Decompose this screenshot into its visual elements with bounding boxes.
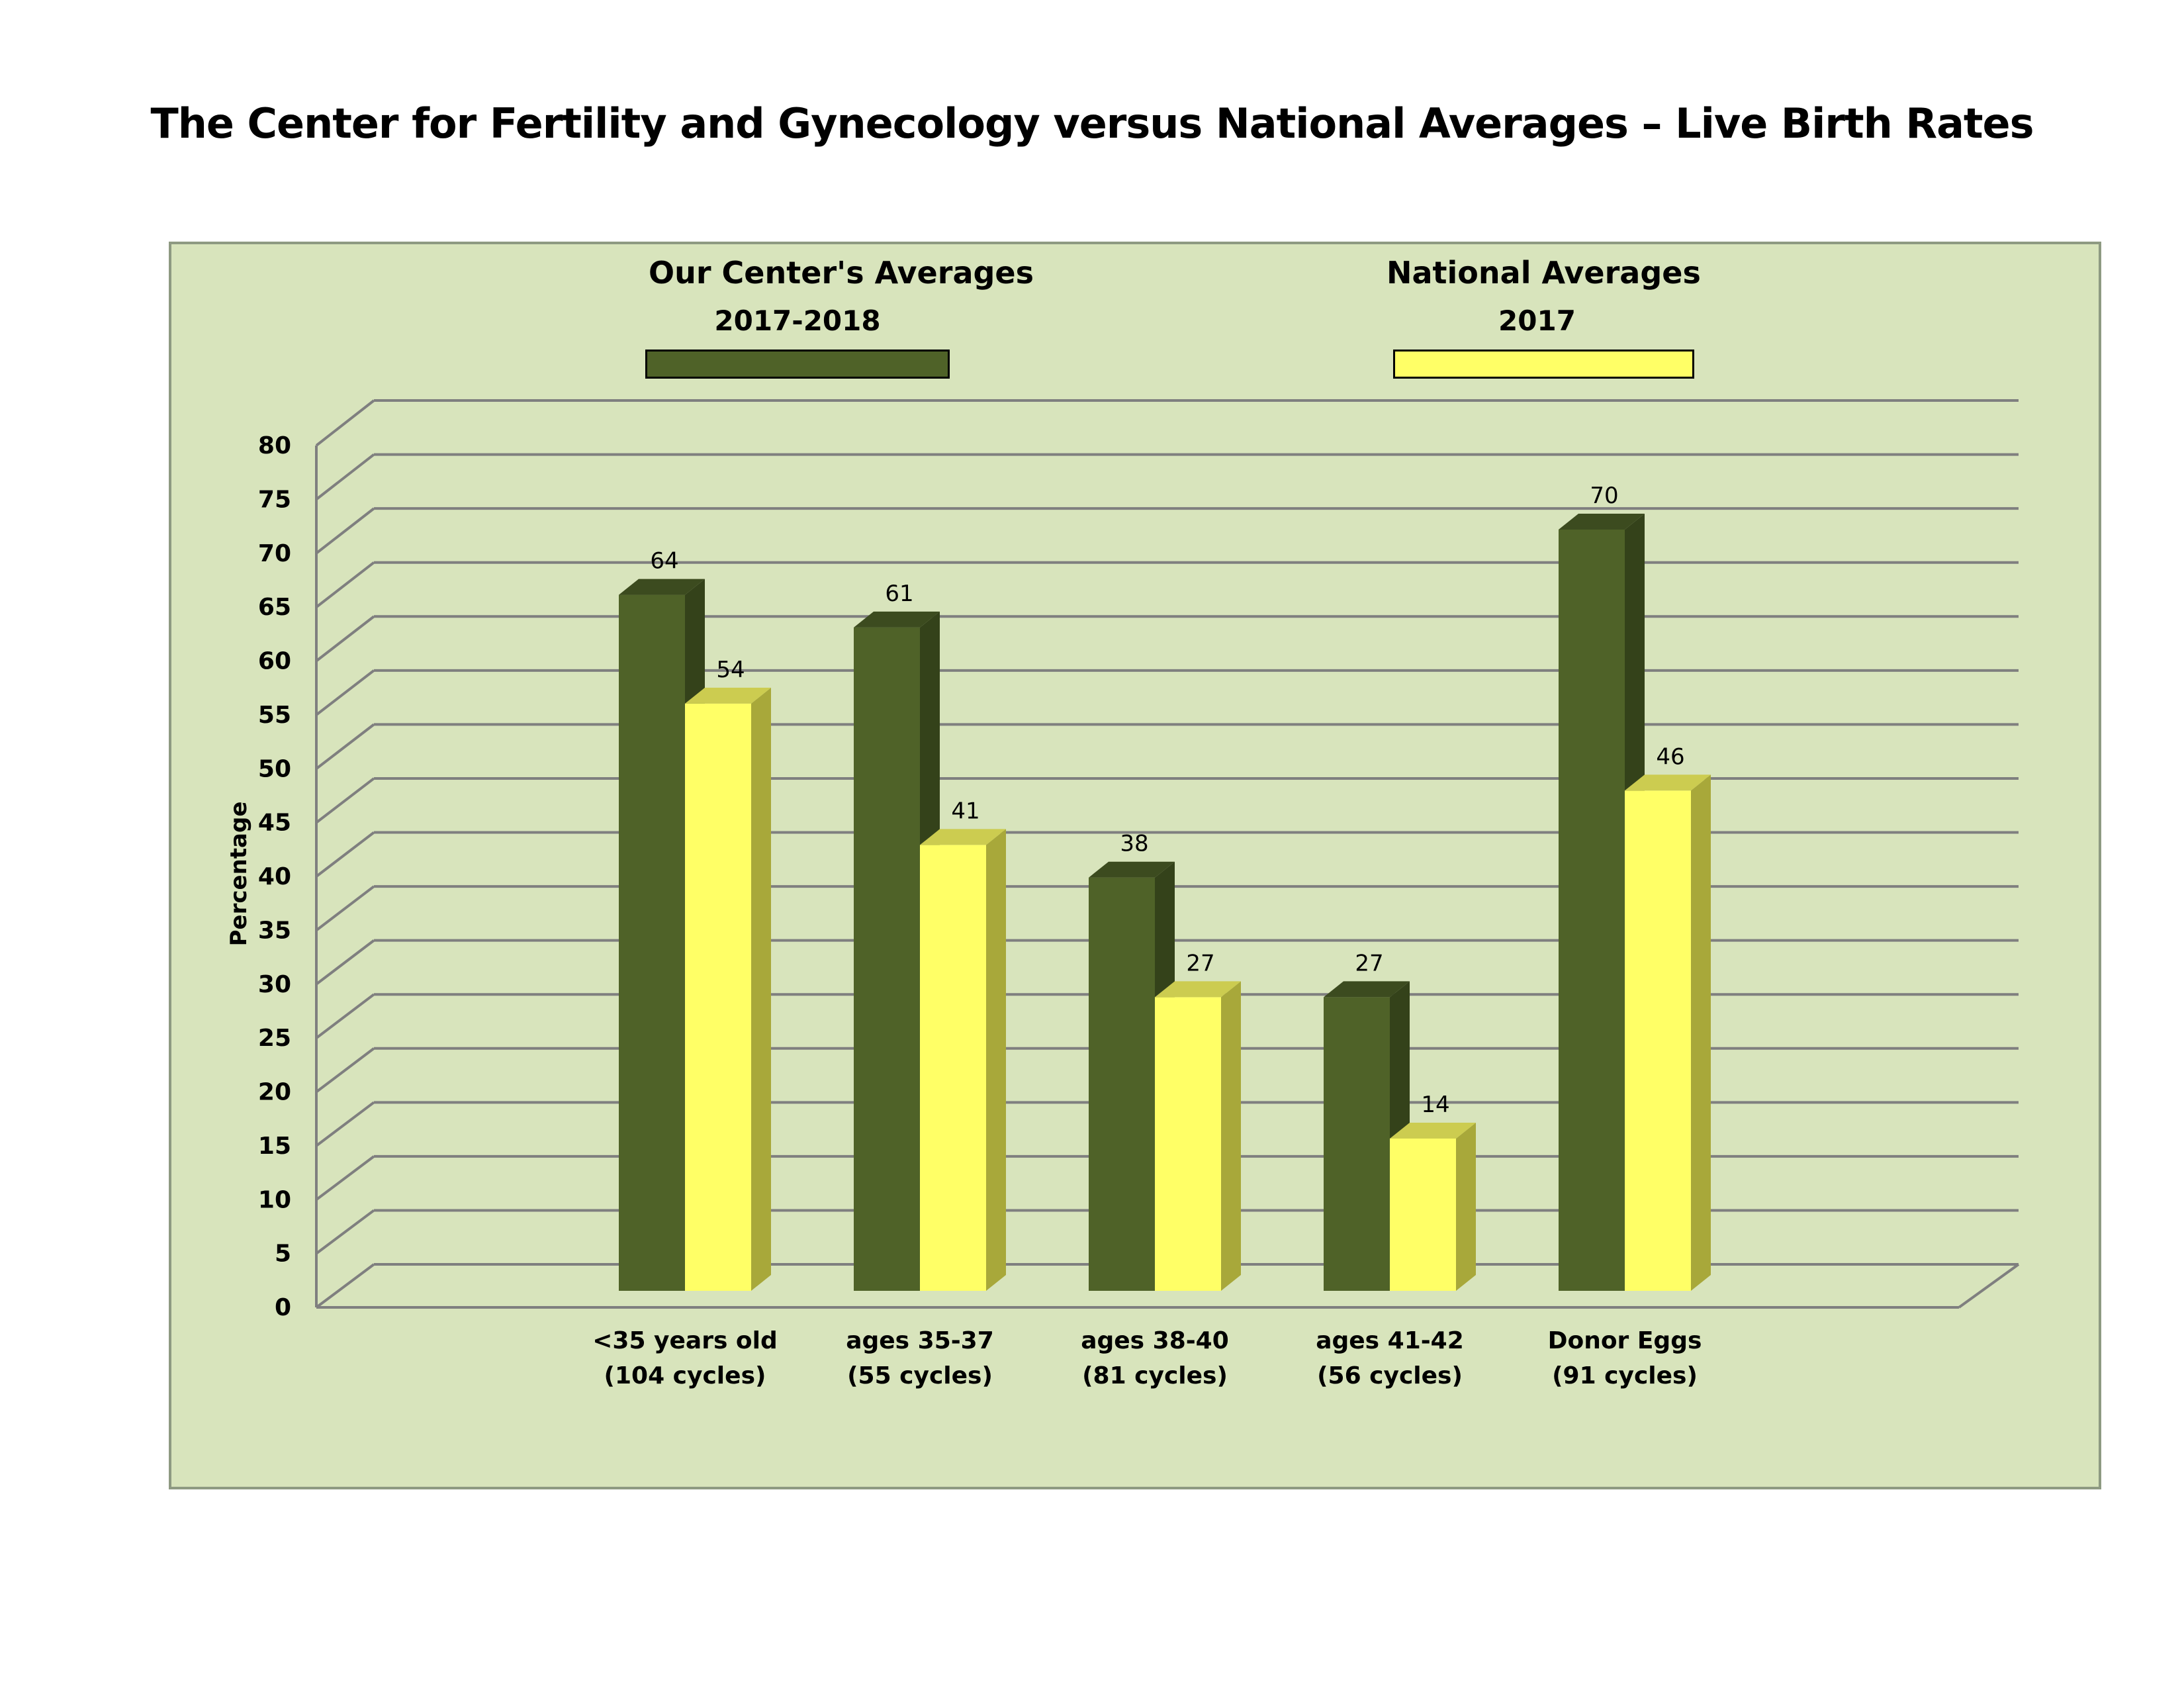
x-tick-label-sub: (91 cycles) (1552, 1362, 1698, 1389)
data-label: 38 (1120, 831, 1148, 857)
x-tick-label: ages 41-42 (1316, 1327, 1464, 1354)
bar-2-cat-3 (1155, 997, 1221, 1291)
legend-series-1-swatch (645, 350, 950, 379)
bar-top (685, 687, 771, 704)
bar-top (1155, 981, 1241, 998)
gridline-side (315, 885, 375, 931)
chart-title: The Center for Fertility and Gynecology … (150, 99, 2034, 148)
gridline-side (315, 993, 375, 1039)
gridline-side (315, 615, 375, 663)
x-tick-label-sub: (55 cycles) (847, 1362, 993, 1389)
y-tick-label: 55 (258, 702, 291, 729)
data-label: 27 (1355, 950, 1383, 976)
y-tick-label: 35 (258, 917, 291, 944)
x-tick-label-sub: (56 cycles) (1317, 1362, 1463, 1389)
y-tick-label: 45 (258, 810, 291, 837)
bar-top (1390, 1123, 1476, 1139)
gridline-side (315, 723, 375, 770)
bar-1-cat-4 (1324, 997, 1390, 1291)
gridline-side (315, 399, 375, 447)
gridline-side (315, 561, 375, 608)
x-tick-label: ages 38-40 (1081, 1327, 1229, 1354)
bar-2-cat-4 (1390, 1139, 1456, 1291)
y-tick-label: 0 (275, 1294, 291, 1321)
bar-top (1625, 774, 1711, 791)
gridline-side (315, 831, 375, 878)
bar-side (751, 687, 771, 1291)
data-label: 64 (650, 548, 678, 575)
bar-side (1456, 1123, 1476, 1291)
y-axis-label: Percentage (226, 802, 252, 947)
x-tick-label-sub: (104 cycles) (604, 1362, 766, 1389)
bar-side (986, 829, 1006, 1291)
y-tick-label: 60 (258, 648, 291, 675)
data-label: 27 (1186, 950, 1214, 976)
gridline-side (315, 1047, 375, 1094)
legend-series-2-swatch (1393, 350, 1694, 379)
bar-side (1221, 981, 1241, 1291)
y-tick-label: 10 (258, 1186, 291, 1213)
data-label: 61 (885, 581, 913, 607)
gridline-side (315, 1209, 375, 1255)
y-tick-label: 20 (258, 1079, 291, 1106)
y-tick-label: 5 (275, 1241, 291, 1268)
bar-side (1691, 774, 1711, 1291)
gridline-side (315, 1155, 375, 1201)
y-tick-label: 15 (258, 1133, 291, 1160)
data-label: 54 (716, 657, 745, 683)
y-tick-label: 40 (258, 863, 291, 890)
y-tick-label: 70 (258, 540, 291, 567)
bar-1-cat-5 (1559, 530, 1625, 1291)
y-tick-label: 25 (258, 1025, 291, 1052)
bar-2-cat-5 (1625, 790, 1691, 1291)
x-tick-label-sub: (81 cycles) (1082, 1362, 1228, 1389)
bar-2-cat-1 (685, 703, 751, 1291)
bar-top (1559, 514, 1645, 530)
floor-right-edge (1958, 1263, 2020, 1309)
bar-1-cat-2 (854, 627, 920, 1291)
y-tick-label: 65 (258, 594, 291, 621)
legend-series-1-period: 2017-2018 (714, 305, 881, 337)
bar-top (1324, 981, 1410, 998)
gridline-side (315, 1263, 375, 1309)
data-label: 14 (1421, 1092, 1449, 1118)
bar-top (854, 611, 940, 628)
legend-series-2-period: 2017 (1498, 305, 1576, 337)
gridline-side (315, 507, 375, 555)
gridline-side (315, 453, 375, 500)
y-tick-label: 30 (258, 971, 291, 998)
bar-2-cat-2 (920, 845, 986, 1291)
data-label: 70 (1590, 483, 1618, 509)
y-tick-label: 75 (258, 486, 291, 513)
x-tick-label: Donor Eggs (1548, 1327, 1702, 1354)
bar-top (1089, 861, 1175, 878)
y-tick-label: 80 (258, 432, 291, 459)
data-label: 46 (1656, 743, 1684, 770)
y-tick-label: 50 (258, 755, 291, 782)
x-tick-label: ages 35-37 (846, 1327, 994, 1354)
bar-top (920, 829, 1006, 845)
bar-1-cat-1 (619, 594, 685, 1291)
legend-series-2-name: National Averages (1387, 255, 1701, 291)
bar-1-cat-3 (1089, 877, 1155, 1291)
gridline-side (315, 669, 375, 716)
x-tick-label: <35 years old (592, 1327, 778, 1354)
gridline-side (315, 939, 375, 986)
bar-top (619, 579, 705, 595)
data-label: 41 (951, 798, 979, 824)
gridline-side (315, 777, 375, 824)
legend-series-1-name: Our Center's Averages (649, 255, 1034, 291)
gridline-side (315, 1101, 375, 1147)
